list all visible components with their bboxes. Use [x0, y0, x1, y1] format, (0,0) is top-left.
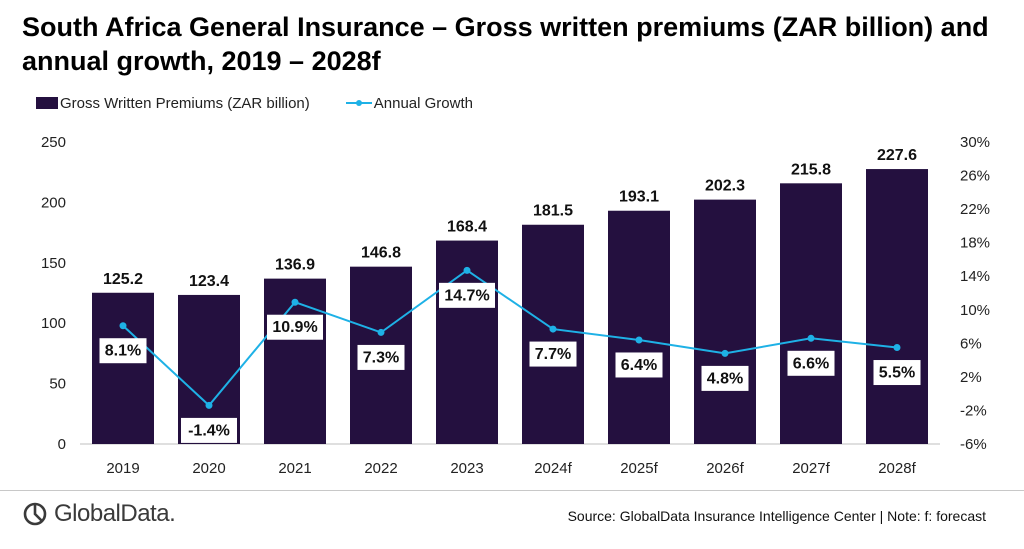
chart-title: South Africa General Insurance – Gross w…: [22, 12, 989, 76]
growth-value-label: -1.4%: [188, 422, 230, 439]
y-axis-tick-label: 100: [41, 315, 66, 332]
bar: [264, 278, 326, 444]
y2-axis-tick-label: 10%: [960, 302, 990, 319]
y2-axis-tick-label: -2%: [960, 402, 987, 419]
growth-value-label: 14.7%: [444, 287, 489, 304]
footer-divider: [0, 490, 1024, 491]
y2-axis-tick-label: 26%: [960, 168, 990, 185]
globaldata-logo: GlobalData.: [22, 500, 176, 528]
bar-value-label: 168.4: [447, 219, 487, 236]
growth-value-label: 10.9%: [272, 319, 317, 336]
legend: Gross Written Premiums (ZAR billion) Ann…: [36, 92, 509, 114]
growth-point: [893, 344, 901, 352]
bar: [780, 183, 842, 444]
growth-label-box: [357, 344, 405, 370]
y-axis-tick-label: 0: [58, 436, 66, 453]
growth-label-box: [529, 341, 577, 367]
growth-value-label: 5.5%: [879, 365, 915, 382]
growth-label-box: [267, 314, 323, 340]
bar: [866, 169, 928, 444]
bar: [436, 240, 498, 444]
y2-axis-tick-label: 14%: [960, 268, 990, 285]
growth-label-box: [181, 417, 237, 443]
growth-label-box: [787, 350, 835, 376]
x-axis-tick-label: 2025f: [620, 460, 658, 477]
bar: [608, 210, 670, 444]
growth-line: [122, 269, 898, 407]
growth-value-label: 6.6%: [793, 355, 829, 372]
x-axis-tick-label: 2023: [450, 460, 483, 477]
chart-canvas: 0 50 100 150 200 250 -6% -2% 2% 6% 10% 14% 18% 22% 26%…: [41, 134, 990, 477]
bar-value-label: 146.8: [361, 245, 401, 262]
y2-axis-tick-label: 30%: [960, 134, 990, 151]
y2-axis-tick-label: 6%: [960, 335, 982, 352]
y2-axis-tick-label: 22%: [960, 201, 990, 218]
bar-value-label: 136.9: [275, 257, 315, 274]
legend-line-label: Annual Growth: [373, 94, 473, 112]
growth-point: [291, 298, 299, 306]
growth-point: [463, 266, 471, 274]
bar-value-label: 202.3: [705, 178, 745, 195]
bar-value-label: 215.8: [791, 161, 831, 178]
growth-point: [377, 328, 385, 336]
x-axis-tick-label: 2020: [192, 460, 225, 477]
x-axis-tick-label: 2027f: [792, 460, 830, 477]
x-axis-tick-label: 2028f: [878, 460, 916, 477]
x-axis-tick-label: 2024f: [534, 460, 572, 477]
growth-point: [549, 325, 557, 333]
legend-item-bars: Gross Written Premiums (ZAR billion): [36, 95, 310, 112]
y2-axis-tick-label: 18%: [960, 235, 990, 252]
growth-point: [205, 401, 213, 409]
legend-bar-swatch: [36, 97, 58, 109]
legend-bar-label: Gross Written Premiums (ZAR billion): [60, 94, 310, 112]
source-note: Source: GlobalData Insurance Intelligenc…: [567, 508, 986, 524]
legend-line-swatch: [345, 97, 372, 109]
bar-value-label: 227.6: [877, 147, 917, 164]
growth-value-label: 8.1%: [105, 343, 141, 360]
growth-label-box: [99, 338, 147, 364]
growth-label-box: [439, 282, 495, 308]
growth-point: [635, 336, 643, 344]
growth-value-label: 7.7%: [535, 346, 571, 363]
growth-point: [119, 322, 127, 330]
growth-point: [807, 334, 815, 342]
bar: [522, 224, 584, 444]
x-axis-tick-label: 2026f: [706, 460, 744, 477]
globaldata-logo-icon: [23, 502, 47, 526]
logo-text: GlobalData.: [54, 500, 176, 527]
bar: [694, 199, 756, 444]
growth-label-box: [873, 360, 921, 386]
y-axis-tick-label: 200: [41, 194, 66, 211]
y-axis-tick-label: 150: [41, 255, 66, 272]
x-axis-tick-label: 2021: [278, 460, 311, 477]
legend-item-line: Annual Growth: [345, 94, 473, 112]
bar-value-label: 125.2: [103, 271, 143, 288]
y2-axis-tick-label: 2%: [960, 369, 982, 386]
y2-axis-tick-label: -6%: [960, 436, 987, 453]
y-axis-tick-label: 250: [41, 134, 66, 151]
bar-value-label: 123.4: [189, 273, 229, 290]
growth-point: [721, 349, 729, 357]
growth-label-box: [701, 365, 749, 391]
y-axis-tick-label: 50: [49, 376, 66, 393]
growth-value-label: 7.3%: [363, 349, 399, 366]
bar-value-label: 193.1: [619, 189, 659, 206]
growth-value-label: 6.4%: [621, 357, 657, 374]
x-axis-tick-label: 2022: [364, 460, 397, 477]
x-axis-tick-label: 2019: [106, 460, 139, 477]
growth-value-label: 4.8%: [707, 370, 743, 387]
bar-value-label: 181.5: [533, 203, 573, 220]
bar: [92, 292, 154, 444]
growth-label-box: [615, 352, 663, 378]
